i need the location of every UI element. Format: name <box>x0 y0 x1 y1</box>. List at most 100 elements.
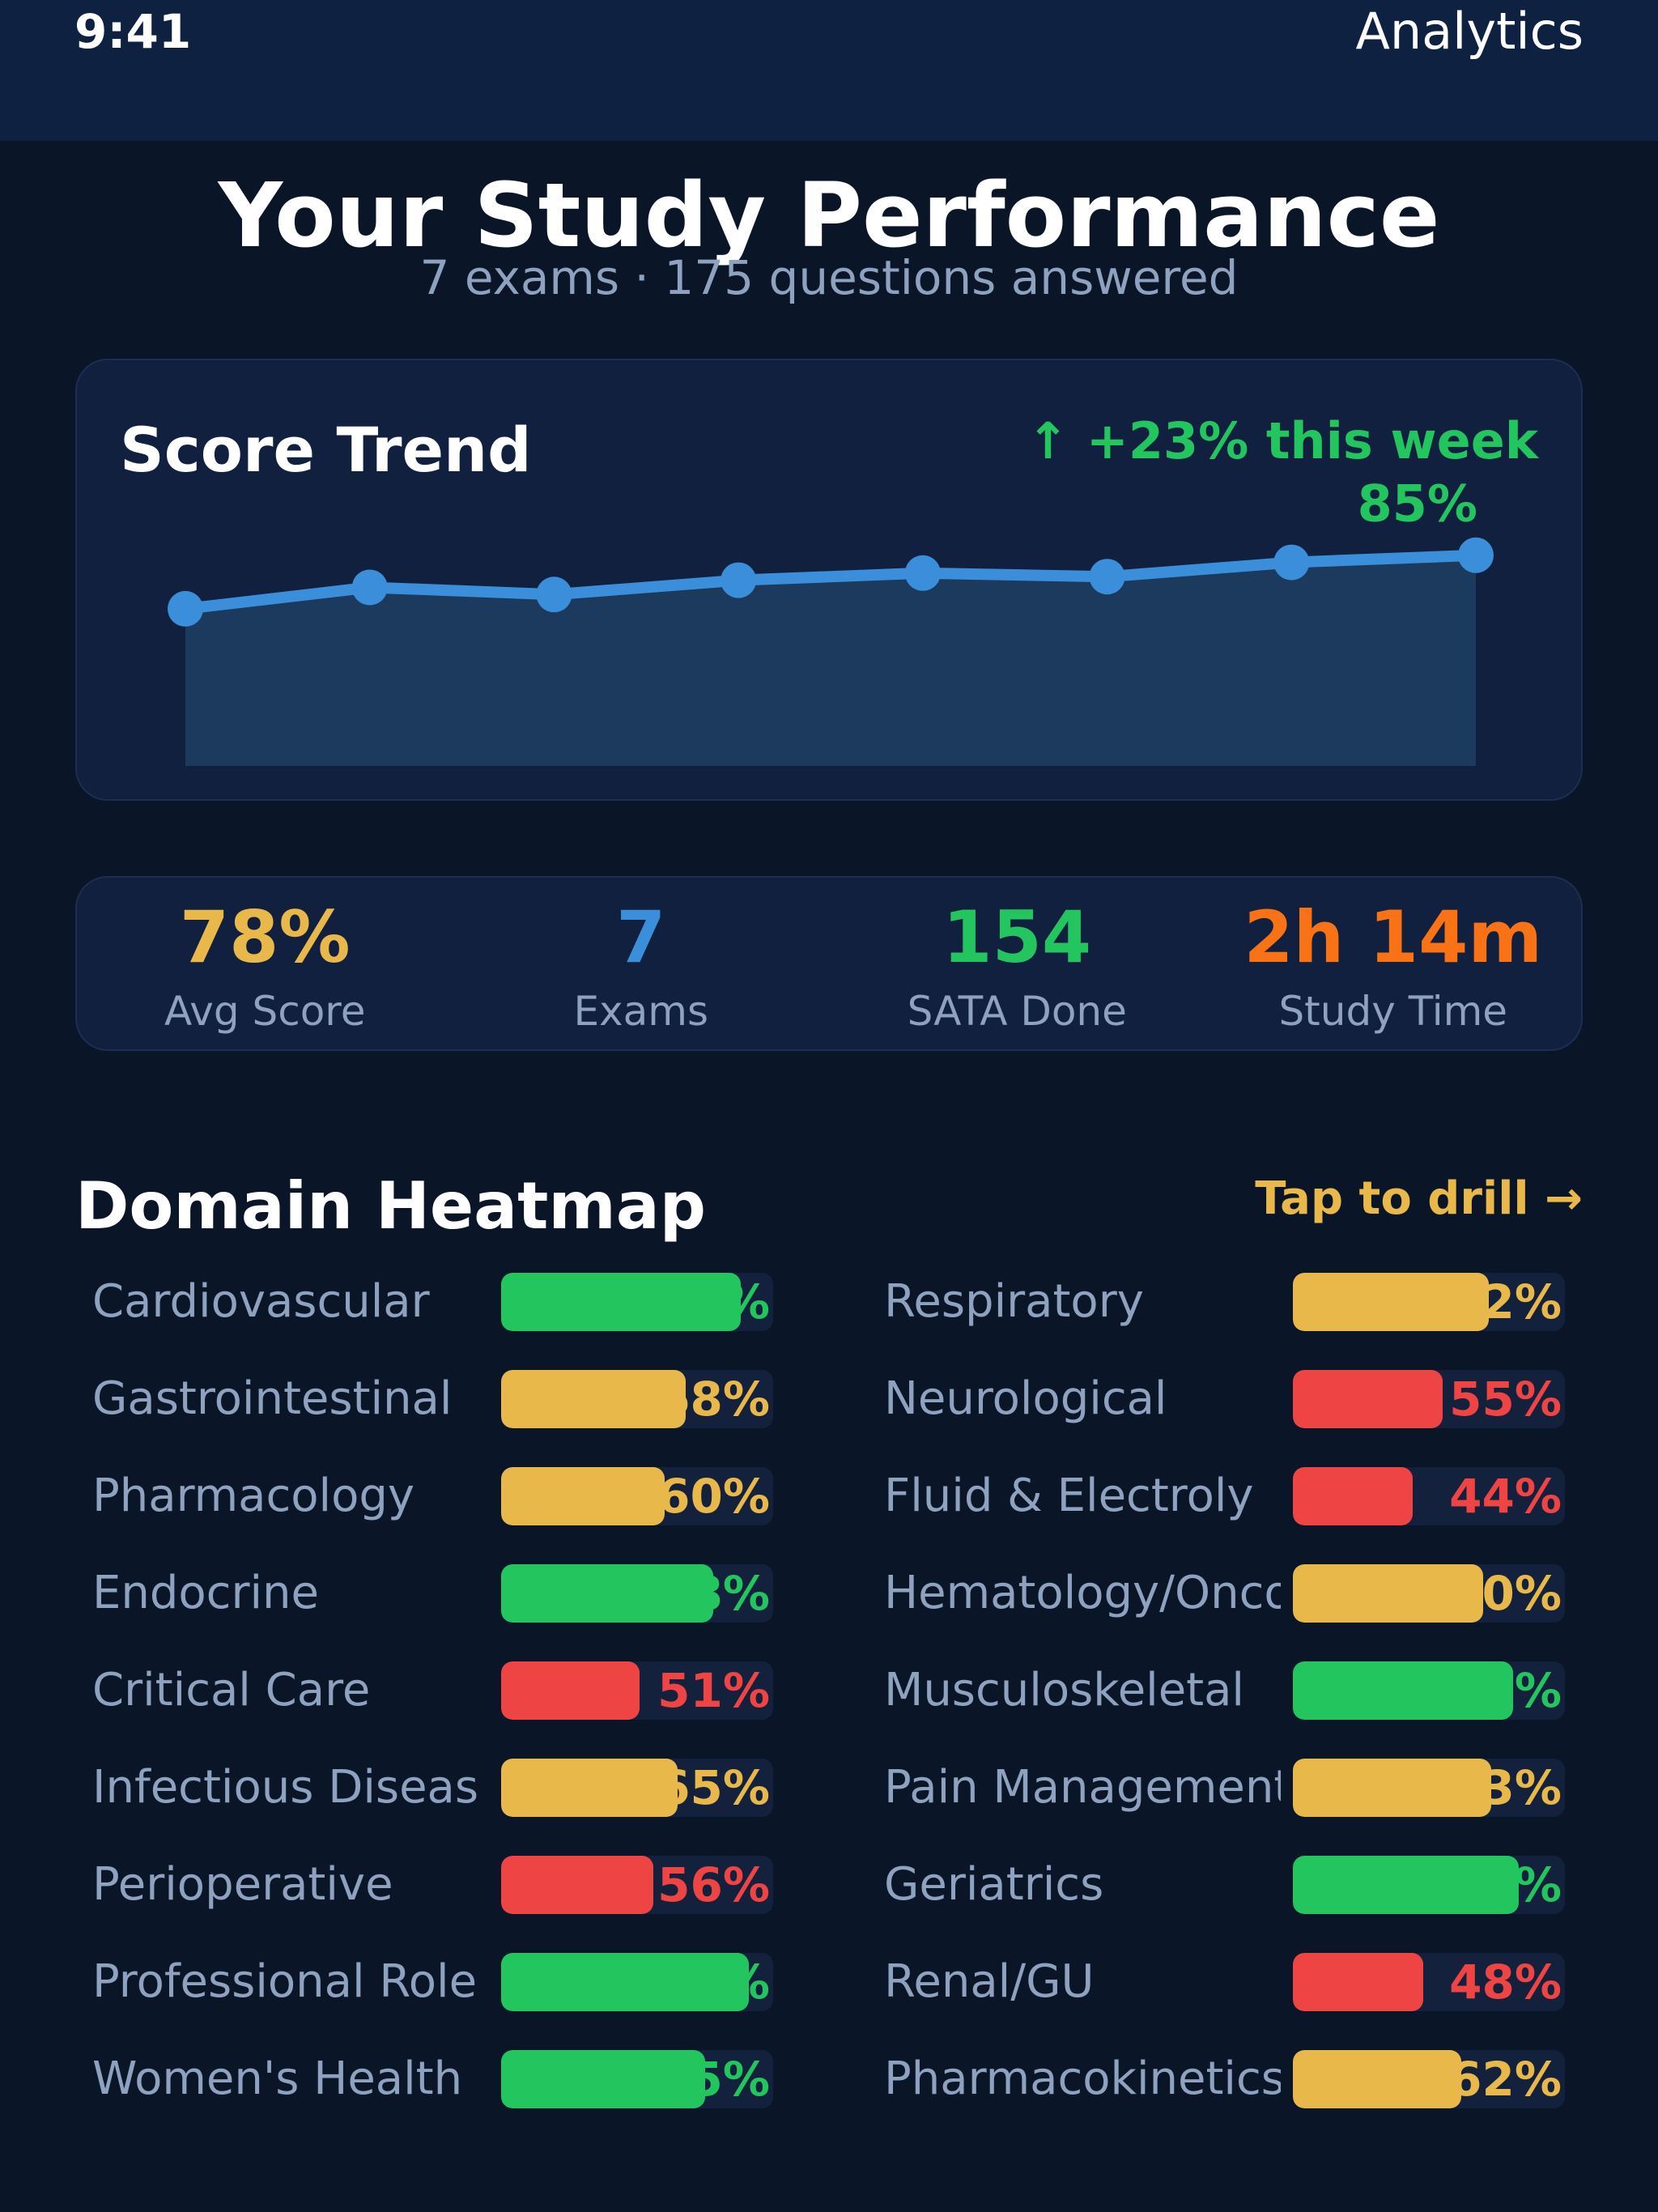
heatmap-domain-label: Critical Care <box>92 1664 371 1716</box>
heatmap-percent: 56% <box>657 1857 770 1912</box>
heatmap-row[interactable]: Critical Care 51% <box>75 1642 791 1739</box>
heatmap-row[interactable]: Infectious Diseas 65% <box>75 1739 791 1836</box>
page-subtitle: 7 exams · 175 questions answered <box>419 250 1239 305</box>
heatmap-domain-label: Hematology/Onco <box>884 1567 1281 1619</box>
heatmap-bar-track: 88% <box>501 1273 773 1331</box>
heatmap-domain-label: Women's Health <box>92 2052 463 2105</box>
page-title: Your Study Performance <box>218 164 1440 267</box>
score-trend-point-2[interactable] <box>351 569 388 606</box>
heatmap-percent: 55% <box>1449 1372 1562 1427</box>
heatmap-bar-fill <box>501 1467 665 1525</box>
heatmap-bar-fill <box>501 1759 678 1817</box>
heatmap-row[interactable]: Respiratory 72% <box>867 1253 1583 1351</box>
heatmap-bar-track: 70% <box>1293 1564 1565 1623</box>
heatmap-bar-fill <box>1293 2050 1462 2108</box>
heatmap-domain-label: Pharmacology <box>92 1470 415 1522</box>
heatmap-bar-fill <box>501 1856 654 1914</box>
stat-label: SATA Done <box>907 988 1127 1035</box>
heatmap-bar-track: 48% <box>1293 1953 1565 2011</box>
stat-label: Exams <box>573 988 709 1035</box>
heatmap-domain-label: Fluid & Electroly <box>884 1470 1254 1522</box>
score-trend-last-label: 85% <box>1358 474 1477 534</box>
heatmap-domain-label: Gastrointestinal <box>92 1372 453 1425</box>
heatmap-row[interactable]: Professional Role 91% <box>75 1933 791 2031</box>
heatmap-bar-track: 68% <box>501 1370 773 1428</box>
heatmap-domain-label: Respiratory <box>884 1275 1144 1328</box>
heatmap-bar-track: 91% <box>501 1953 773 2011</box>
heatmap-row[interactable]: Hematology/Onco 70% <box>867 1545 1583 1642</box>
heatmap-bar-track: 60% <box>501 1467 773 1525</box>
heatmap-bar-track: 51% <box>501 1661 773 1720</box>
heatmap-bar-track: 81% <box>1293 1661 1565 1720</box>
stat-value: 78% <box>179 895 351 979</box>
score-trend-point-8[interactable] <box>1458 537 1494 573</box>
stat-value: 7 <box>616 895 666 979</box>
heatmap-bar-fill <box>1293 1856 1519 1914</box>
heatmap-bar-track: 62% <box>1293 2050 1565 2108</box>
score-trend-point-1[interactable] <box>168 590 203 627</box>
heatmap-bar-track: 72% <box>1293 1273 1565 1331</box>
stat-value: 154 <box>942 895 1092 979</box>
heatmap-percent: 44% <box>1449 1469 1562 1524</box>
heatmap-domain-label: Pharmacokinetics <box>884 2052 1281 2105</box>
heatmap-bar-fill <box>501 1564 714 1623</box>
stats-card: 78% Avg Score 7 Exams 154 SATA Done 2h 1… <box>75 876 1583 1051</box>
heatmap-bar-fill <box>501 1661 640 1720</box>
heatmap-domain-label: Pain Management <box>884 1761 1281 1814</box>
heatmap-percent: 48% <box>1449 1955 1562 2010</box>
heatmap-bar-track: 78% <box>501 1564 773 1623</box>
heatmap-bar-fill <box>501 1273 741 1331</box>
heatmap-bar-track: 75% <box>501 2050 773 2108</box>
heatmap-bar-fill <box>1293 1370 1443 1428</box>
stat-avg-score: 78% Avg Score <box>77 878 453 1049</box>
heatmap-bar-track: 65% <box>501 1759 773 1817</box>
heatmap-bar-track: 55% <box>1293 1370 1565 1428</box>
heatmap-row[interactable]: Pain Management 73% <box>867 1739 1583 1836</box>
score-trend-delta: ↑ +23% this week <box>1027 411 1538 470</box>
heatmap-row[interactable]: Fluid & Electroly 44% <box>867 1448 1583 1545</box>
heatmap-bar-fill <box>1293 1467 1413 1525</box>
score-trend-point-3[interactable] <box>536 576 572 613</box>
heatmap-row[interactable]: Perioperative 56% <box>75 1836 791 1933</box>
status-time: 9:41 <box>74 4 192 59</box>
heatmap-domain-label: Musculoskeletal <box>884 1664 1244 1716</box>
heatmap-domain-label: Geriatrics <box>884 1858 1104 1911</box>
tap-to-drill-link[interactable]: Tap to drill → <box>1255 1172 1583 1225</box>
status-bar: 9:41 Analytics <box>0 0 1658 141</box>
heatmap-bar-fill <box>1293 1564 1484 1623</box>
heatmap-row[interactable]: Renal/GU 48% <box>867 1933 1583 2031</box>
heatmap-row[interactable]: Pharmacology 60% <box>75 1448 791 1545</box>
heatmap-domain-label: Perioperative <box>92 1858 393 1911</box>
heatmap-percent: 51% <box>657 1663 770 1718</box>
heatmap-row[interactable]: Musculoskeletal 81% <box>867 1642 1583 1739</box>
score-trend-point-6[interactable] <box>1089 559 1125 595</box>
score-trend-chart: 85% <box>168 474 1494 766</box>
stat-label: Study Time <box>1278 988 1508 1035</box>
heatmap-row[interactable]: Gastrointestinal 68% <box>75 1351 791 1448</box>
heatmap-bar-fill <box>501 1953 749 2011</box>
heatmap-bar-fill <box>501 2050 705 2108</box>
status-title: Analytics <box>1355 2 1584 61</box>
domain-heatmap-title: Domain Heatmap <box>75 1168 706 1244</box>
heatmap-domain-label: Renal/GU <box>884 1955 1095 2008</box>
heatmap-bar-track: 56% <box>501 1856 773 1914</box>
score-trend-card: Score Trend ↑ +23% this week 85% <box>75 359 1583 801</box>
heatmap-row[interactable]: Women's Health 75% <box>75 2031 791 2128</box>
heatmap-row[interactable]: Pharmacokinetics 62% <box>867 2031 1583 2128</box>
heatmap-bar-fill <box>501 1370 687 1428</box>
score-trend-point-4[interactable] <box>721 562 757 598</box>
heatmap-row[interactable]: Geriatrics 83% <box>867 1836 1583 1933</box>
heatmap-domain-label: Neurological <box>884 1372 1167 1425</box>
heatmap-bar-fill <box>1293 1273 1489 1331</box>
heatmap-domain-label: Professional Role <box>92 1955 478 2008</box>
heatmap-row[interactable]: Cardiovascular 88% <box>75 1253 791 1351</box>
heatmap-bar-track: 44% <box>1293 1467 1565 1525</box>
stat-study-time: 2h 14m Study Time <box>1205 878 1582 1049</box>
score-trend-point-7[interactable] <box>1273 544 1310 581</box>
heatmap-row[interactable]: Endocrine 78% <box>75 1545 791 1642</box>
heatmap-percent: 60% <box>657 1469 770 1524</box>
score-trend-point-5[interactable] <box>904 555 941 591</box>
heatmap-domain-label: Infectious Diseas <box>92 1761 479 1814</box>
heatmap-row[interactable]: Neurological 55% <box>867 1351 1583 1448</box>
heatmap-bar-track: 73% <box>1293 1759 1565 1817</box>
